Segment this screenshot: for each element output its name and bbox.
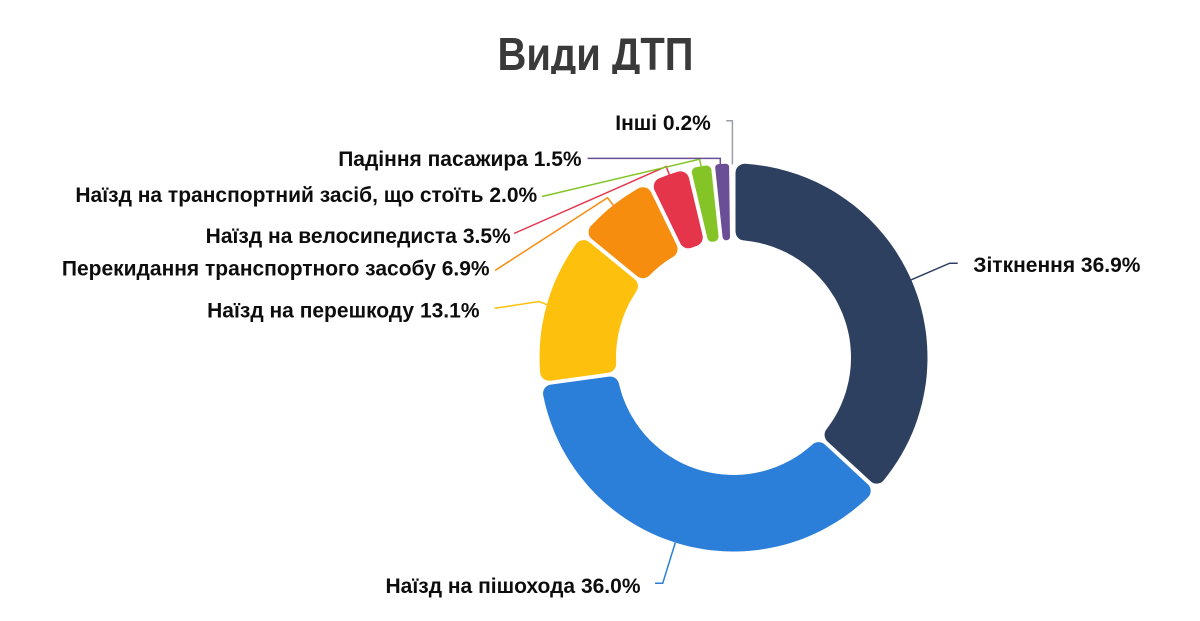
svg-text:Види ДТП: Види ДТП bbox=[498, 28, 694, 80]
svg-text:Наїзд на перешкоду 13.1%: Наїзд на перешкоду 13.1% bbox=[207, 300, 480, 323]
svg-text:Падіння пасажира 1.5%: Падіння пасажира 1.5% bbox=[338, 148, 582, 171]
svg-text:Наїзд на транспортний засіб, щ: Наїзд на транспортний засіб, що стоїть 2… bbox=[75, 184, 537, 207]
svg-text:Наїзд на пішохода 36.0%: Наїзд на пішохода 36.0% bbox=[386, 575, 641, 598]
svg-text:Наїзд на велосипедиста 3.5%: Наїзд на велосипедиста 3.5% bbox=[206, 225, 511, 248]
svg-text:Інші 0.2%: Інші 0.2% bbox=[615, 112, 711, 135]
svg-text:Перекидання транспортного засо: Перекидання транспортного засобу 6.9% bbox=[62, 258, 490, 281]
svg-text:Зіткнення 36.9%: Зіткнення 36.9% bbox=[973, 254, 1140, 277]
